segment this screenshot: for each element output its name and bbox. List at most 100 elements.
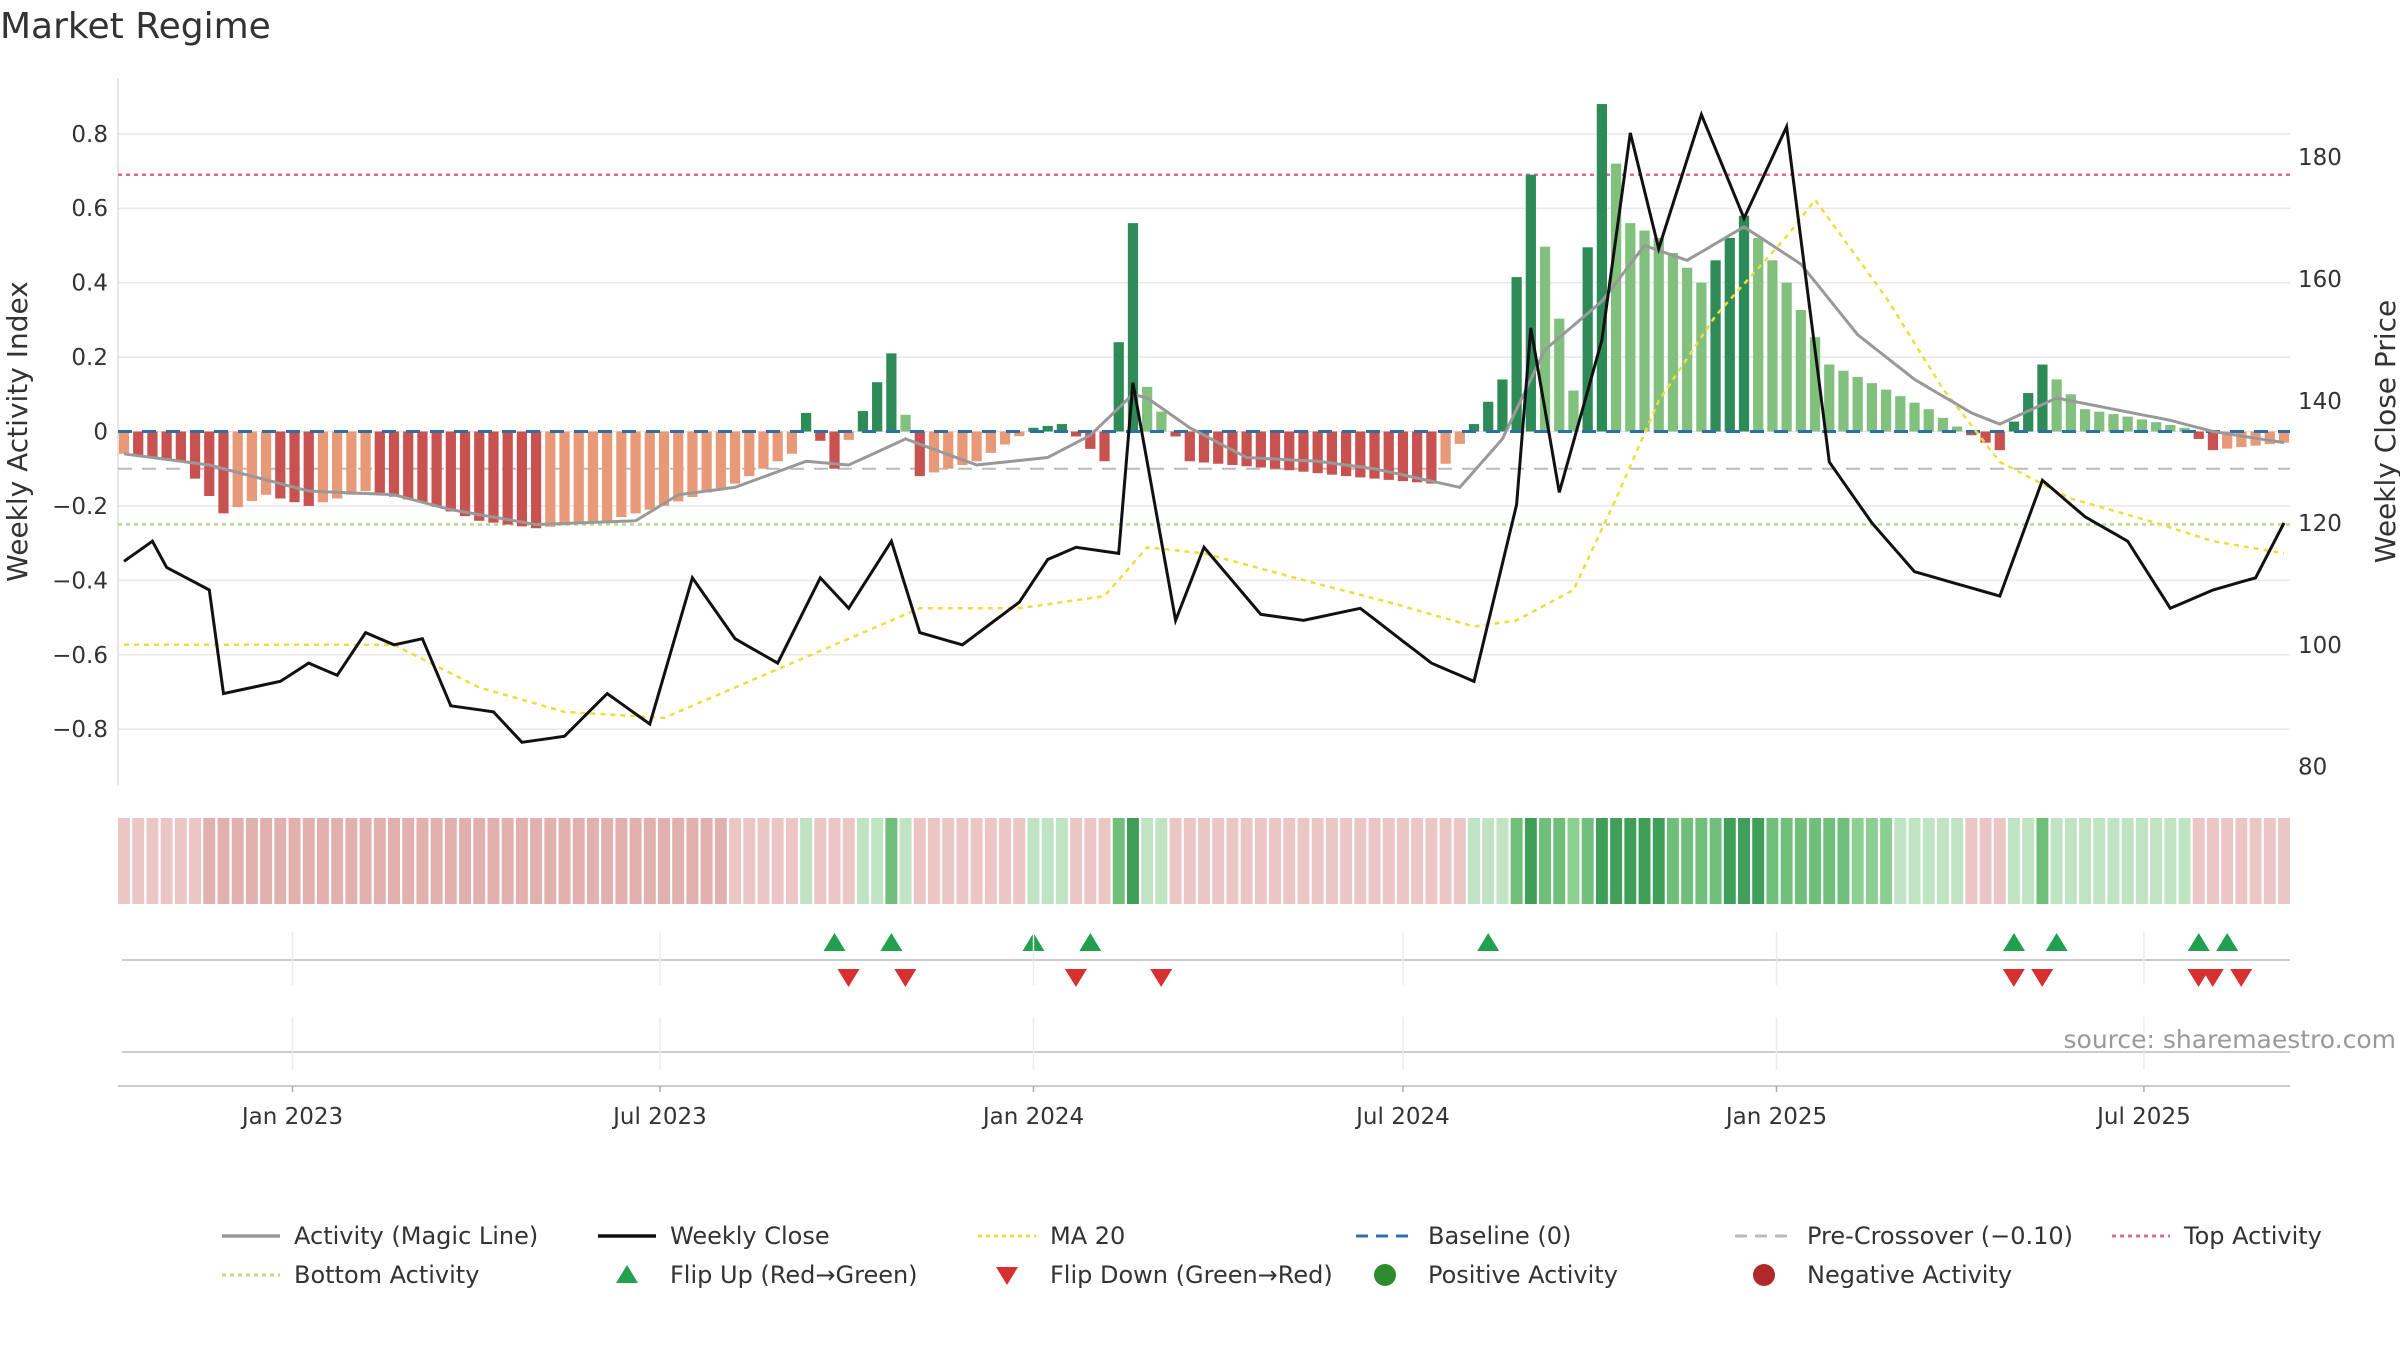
activity-bar [758,431,769,469]
activity-bar [246,431,258,501]
regime-cell [1496,818,1509,904]
activity-bar [1412,431,1423,483]
y2-tick-label: 80 [2298,755,2327,781]
activity-bar [1156,411,1167,432]
regime-cell [1396,818,1409,904]
legend-label: Positive Activity [1428,1261,1618,1289]
activity-bar [658,431,670,506]
activity-bar [388,431,400,497]
activity-bar [729,431,741,484]
activity-bar [587,431,599,523]
regime-cell [1198,818,1210,904]
regime-cell [1581,818,1594,904]
regime-cell [1041,818,1054,904]
activity-bar [744,431,755,477]
activity-bar [815,431,826,441]
regime-cell [2278,818,2290,904]
regime-cell [2206,818,2219,904]
activity-bar [1667,252,1679,432]
regime-cell [444,818,457,904]
activity-bar [1809,337,1821,432]
regime-cell [942,818,955,904]
x-tick-label: Jan 2024 [981,1104,1084,1130]
regime-cell [2121,818,2134,904]
activity-bar [886,353,897,432]
magic-line [123,225,2285,527]
activity-bar [559,431,570,526]
activity-bar [260,431,272,495]
regime-cell [1382,818,1395,904]
activity-bar [161,431,172,460]
regime-cell [1254,818,1267,904]
regime-cell [2107,818,2120,904]
activity-bar [2264,431,2275,445]
regime-cell [1979,818,1992,904]
regime-cell [203,818,216,904]
regime-cell [331,818,344,904]
activity-bar [573,431,584,524]
activity-bar [1170,431,1181,437]
activity-bar [2008,421,2020,432]
activity-bar [1070,431,1082,437]
y-tick-label: 0.4 [71,271,108,297]
regime-cell [487,818,500,904]
activity-bar [1852,376,1863,432]
regime-cell [856,818,869,904]
regime-cell [1865,818,1878,904]
activity-bar [1738,215,1750,432]
regime-cell [956,818,969,904]
y2-tick-label: 140 [2298,389,2342,415]
activity-bar [445,431,456,512]
activity-bar [1269,431,1281,469]
activity-bar [1795,309,1806,432]
regime-cell [1809,818,1822,904]
regime-cell [629,818,642,904]
activity-bar [2207,431,2219,451]
activity-bar [644,431,655,510]
regime-cell [118,818,130,904]
regime-cell [2135,818,2148,904]
regime-cell [558,818,571,904]
flip-down-marker [2002,969,2025,987]
activity-bar [687,431,698,497]
activity-bar [118,431,130,454]
regime-cell [913,818,926,904]
regime-cell [245,818,258,904]
regime-cell [1283,818,1296,904]
regime-cell [1780,818,1793,904]
activity-bar [701,431,712,493]
activity-bar [1753,238,1764,432]
activity-bar [829,431,840,469]
activity-bar [232,431,243,508]
activity-bar [1539,246,1551,432]
activity-bar [630,431,641,514]
regime-cell [1638,818,1651,904]
regime-cell [643,818,656,904]
activity-bar [857,411,869,432]
regime-cell [757,818,770,904]
activity-bar [2278,431,2290,443]
legend-item: Baseline (0) [1356,1222,1571,1250]
y2-tick-label: 180 [2298,145,2342,171]
regime-cell [1027,818,1040,904]
legend-item: Positive Activity [1374,1261,1618,1289]
regime-cell [1709,818,1722,904]
regime-cell [686,818,699,904]
regime-cell [2064,818,2077,904]
regime-cell [1624,818,1637,904]
flip-down-marker [1150,969,1173,987]
activity-bar [1340,431,1352,477]
regime-cell [260,818,273,904]
regime-cell [1439,818,1452,904]
regime-cell [672,818,685,904]
regime-cell [373,818,386,904]
activity-bar [985,431,996,453]
regime-cell [2093,818,2106,904]
activity-bar [1142,386,1153,432]
y-tick-label: −0.8 [52,717,108,743]
regime-cell [1993,818,2006,904]
regime-cell [1311,818,1324,904]
legend-item: Pre-Crossover (−0.10) [1735,1222,2073,1250]
flip-up-marker [823,933,846,951]
